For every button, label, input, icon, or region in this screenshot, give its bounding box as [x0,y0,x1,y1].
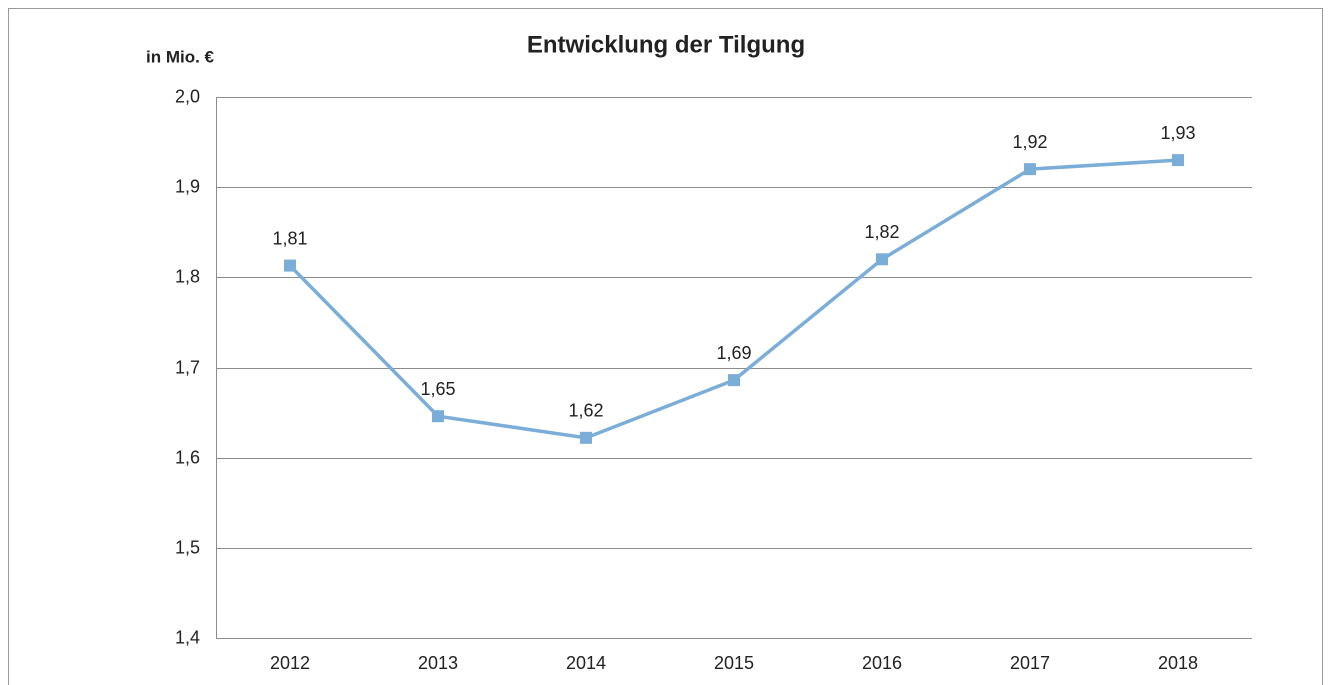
marker [432,410,444,423]
chart-border [8,8,1323,685]
x-tick-label: 2018 [1158,653,1198,673]
y-tick-label: 2,0 [175,86,200,106]
y-tick-label: 1,4 [175,627,200,647]
marker [284,259,296,272]
y-axis-label: in Mio. € [146,47,215,66]
chart-title: Entwicklung der Tilgung [527,31,805,58]
x-tick-label: 2016 [862,653,902,673]
x-tick-label: 2014 [566,653,606,673]
x-tick-label: 2013 [418,653,458,673]
data-label: 1,81 [272,228,307,248]
y-tick-label: 1,9 [175,176,200,196]
marker [1024,163,1036,176]
data-label: 1,62 [568,401,603,421]
marker [580,431,592,444]
y-tick-label: 1,8 [175,266,200,286]
x-tick-label: 2015 [714,653,754,673]
data-label: 1,92 [1012,132,1047,152]
marker [728,374,740,387]
marker [1172,154,1184,167]
y-tick-label: 1,7 [175,357,200,377]
data-label: 1,82 [864,222,899,242]
data-label: 1,69 [716,343,751,363]
data-label: 1,65 [420,379,455,399]
x-tick-label: 2012 [270,653,310,673]
data-label: 1,93 [1160,123,1195,143]
marker [876,253,888,266]
y-tick-label: 1,6 [175,447,200,467]
y-tick-label: 1,5 [175,537,200,557]
x-tick-label: 2017 [1010,653,1050,673]
